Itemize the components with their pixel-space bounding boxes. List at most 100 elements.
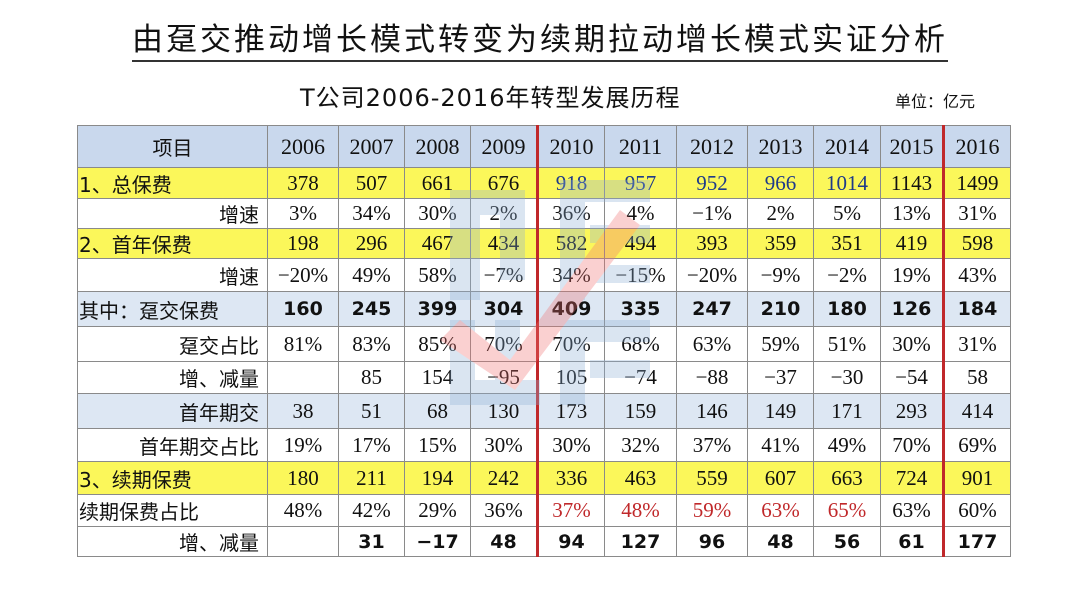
table-cell: 30% xyxy=(470,428,538,462)
table-cell: −20% xyxy=(676,258,748,292)
table-cell: 918 xyxy=(536,167,605,199)
table-cell: 154 xyxy=(404,361,471,394)
table-cell: 63% xyxy=(747,494,814,527)
table-cell: 34% xyxy=(338,198,405,229)
row-label: 首年期交占比 xyxy=(77,428,268,462)
table-row-first-year-growth: 增速 −20% 49% 58% −7% 34% −15% −20% −9% −2% 19% 43% xyxy=(77,258,1011,292)
table-cell: −17 xyxy=(404,526,471,557)
table-cell: 598 xyxy=(942,228,1011,259)
table-cell: 336 xyxy=(536,461,605,495)
table-cell: −74 xyxy=(604,361,677,394)
row-label: 增速 xyxy=(77,258,268,292)
header-year: 2014 xyxy=(813,125,881,168)
table-cell: 59% xyxy=(676,494,748,527)
table-cell: 419 xyxy=(880,228,944,259)
table-cell: 582 xyxy=(536,228,605,259)
table-cell: 210 xyxy=(747,291,814,327)
table-cell: −54 xyxy=(880,361,944,394)
table-row-total-premium: 1、总保费 378 507 661 676 918 957 952 966 1014 1143 149… xyxy=(77,167,1011,199)
table-cell: 48% xyxy=(604,494,677,527)
table-cell: 48% xyxy=(267,494,339,527)
table-row-renewal-premium: 3、续期保费 180 211 194 242 336 463 559 607 663 724 901 xyxy=(77,461,1011,495)
table-cell: 81% xyxy=(267,326,339,362)
table-cell: 105 xyxy=(536,361,605,394)
table-cell: 952 xyxy=(676,167,748,199)
table-cell: 63% xyxy=(676,326,748,362)
table-cell: 83% xyxy=(338,326,405,362)
table-cell: 29% xyxy=(404,494,471,527)
table-cell: 68 xyxy=(404,393,471,429)
table-cell: 2% xyxy=(747,198,814,229)
table-cell: 13% xyxy=(880,198,944,229)
table-cell: 48 xyxy=(470,526,538,557)
table-cell: 70% xyxy=(536,326,605,362)
table-cell: 957 xyxy=(604,167,677,199)
table-cell: 1014 xyxy=(813,167,881,199)
header-row: 项目 2006 2007 2008 2009 2010 2011 2012 20… xyxy=(77,125,1011,168)
table-cell: 414 xyxy=(942,393,1011,429)
table-cell: 127 xyxy=(604,526,677,557)
table-cell: 184 xyxy=(942,291,1011,327)
row-label: 续期保费占比 xyxy=(77,494,268,527)
table-cell: 171 xyxy=(813,393,881,429)
table-cell: 58% xyxy=(404,258,471,292)
table-cell: 901 xyxy=(942,461,1011,495)
row-label: 趸交占比 xyxy=(77,326,268,362)
table-cell: 3% xyxy=(267,198,339,229)
header-year: 2015 xyxy=(880,125,944,168)
premium-table: 项目 2006 2007 2008 2009 2010 2011 2012 20… xyxy=(77,125,1011,557)
table-cell: −15% xyxy=(604,258,677,292)
table-cell: 31% xyxy=(942,326,1011,362)
table-cell: 724 xyxy=(880,461,944,495)
table-cell xyxy=(267,361,339,394)
table-cell: 180 xyxy=(813,291,881,327)
table-cell: −30 xyxy=(813,361,881,394)
table-cell: 31% xyxy=(942,198,1011,229)
row-label: 3、续期保费 xyxy=(77,461,268,495)
table-row-first-year-regular: 首年期交 38 51 68 130 173 159 146 149 171 293 414 xyxy=(77,393,1011,429)
row-label: 增速 xyxy=(77,198,268,229)
table-cell: 351 xyxy=(813,228,881,259)
table-cell: 34% xyxy=(536,258,605,292)
header-year: 2008 xyxy=(404,125,471,168)
table-cell: 211 xyxy=(338,461,405,495)
row-label: 1、总保费 xyxy=(77,167,268,199)
table-cell: 96 xyxy=(676,526,748,557)
table-cell: 159 xyxy=(604,393,677,429)
table-cell: 58 xyxy=(942,361,1011,394)
table-row-renewal-share: 续期保费占比 48% 42% 29% 36% 37% 48% 59% 63% 65% 63% 60% xyxy=(77,494,1011,527)
table-cell: 149 xyxy=(747,393,814,429)
table-cell: 5% xyxy=(813,198,881,229)
main-title: 由趸交推动增长模式转变为续期拉动增长模式实证分析 xyxy=(0,14,1080,62)
table-cell: 59% xyxy=(747,326,814,362)
table-cell: 42% xyxy=(338,494,405,527)
table-cell: 198 xyxy=(267,228,339,259)
sub-title: T公司2006-2016年转型发展历程 xyxy=(300,84,681,112)
table-cell: 173 xyxy=(536,393,605,429)
table-cell: 399 xyxy=(404,291,471,327)
header-year: 2010 xyxy=(536,125,605,168)
table-cell: 467 xyxy=(404,228,471,259)
table-row-single-share: 趸交占比 81% 83% 85% 70% 70% 68% 63% 59% 51% 30% 31% xyxy=(77,326,1011,362)
table-cell: −2% xyxy=(813,258,881,292)
table-cell: 56 xyxy=(813,526,881,557)
table-cell: 463 xyxy=(604,461,677,495)
table-cell: 69% xyxy=(942,428,1011,462)
table-cell: 30% xyxy=(404,198,471,229)
table-cell: 409 xyxy=(536,291,605,327)
table-cell: 63% xyxy=(880,494,944,527)
table-cell: 4% xyxy=(604,198,677,229)
row-label: 增、减量 xyxy=(77,526,268,557)
table-cell: 61 xyxy=(880,526,944,557)
table-cell xyxy=(267,526,339,557)
table-cell: −7% xyxy=(470,258,538,292)
header-year: 2012 xyxy=(676,125,748,168)
table-row-renewal-change: 增、减量 31 −17 48 94 127 96 48 56 61 177 xyxy=(77,526,1011,557)
table-cell: 663 xyxy=(813,461,881,495)
table-cell: 48 xyxy=(747,526,814,557)
table-cell: 242 xyxy=(470,461,538,495)
header-item: 项目 xyxy=(77,125,268,168)
header-year: 2013 xyxy=(747,125,814,168)
table-cell: 51% xyxy=(813,326,881,362)
table-cell: 676 xyxy=(470,167,538,199)
